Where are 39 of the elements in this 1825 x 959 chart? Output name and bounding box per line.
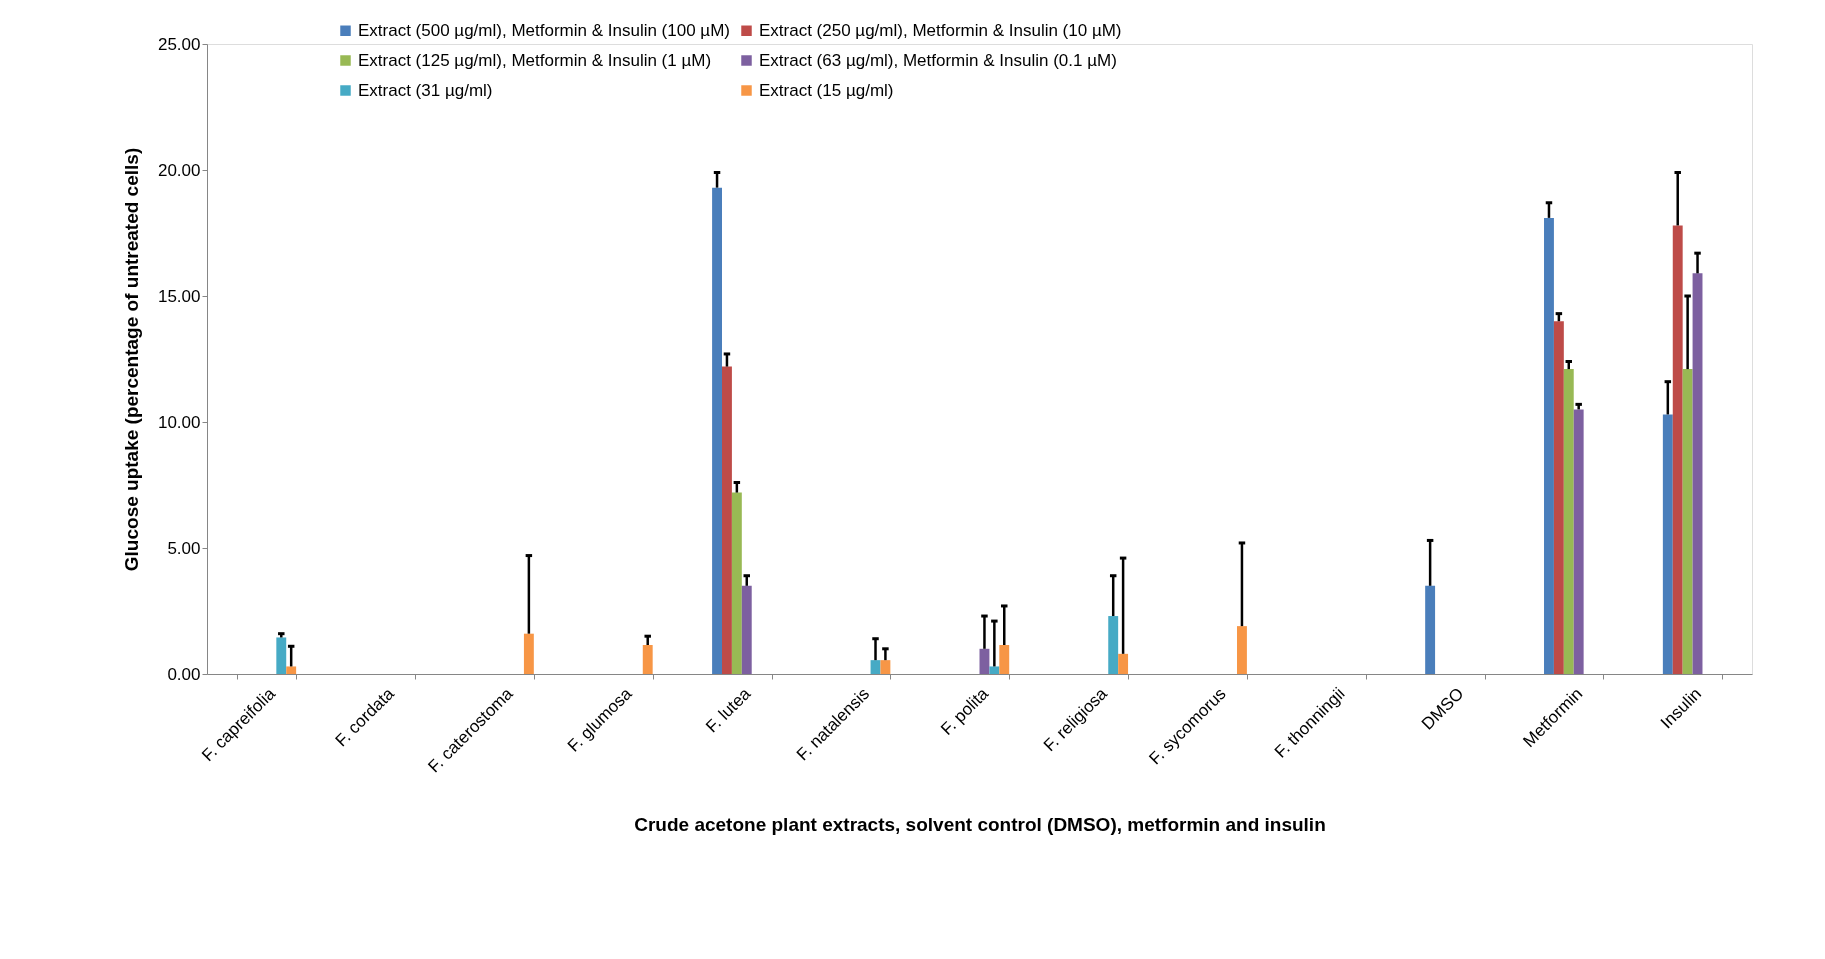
y-tick-label: 20.00 <box>157 160 201 180</box>
bar <box>722 366 732 674</box>
bar <box>642 645 653 674</box>
bar <box>731 492 742 674</box>
bar <box>1573 409 1584 674</box>
x-axis-title: Crude acetone plant extracts, solvent control (DMSO), metformin and insulin <box>634 813 1326 835</box>
bar <box>979 648 990 674</box>
bar <box>999 645 1010 674</box>
bar <box>741 585 752 674</box>
bar <box>1118 653 1129 674</box>
bar <box>712 187 722 674</box>
y-tick-label: 25.00 <box>157 34 201 54</box>
bar <box>1237 626 1247 674</box>
bar <box>523 633 534 674</box>
bar <box>276 637 287 674</box>
y-tick-label: 5.00 <box>167 538 201 558</box>
bar <box>1682 369 1693 674</box>
legend-label: Extract (125 µg/ml), Metformin & Insulin (1 µM) <box>358 50 712 70</box>
bar <box>1563 369 1574 674</box>
bar <box>880 660 891 674</box>
bar <box>1544 217 1554 674</box>
bar <box>989 666 1000 674</box>
y-tick-label: 10.00 <box>157 412 201 432</box>
y-axis-title: Glucose uptake (percentage of untreated cells) <box>120 147 142 572</box>
legend-label: Extract (63 µg/ml), Metformin & Insulin (0.1 µM) <box>759 50 1117 70</box>
y-tick-label: 15.00 <box>157 286 201 306</box>
legend-label: Extract (500 µg/ml), Metformin & Insulin (100 µM) <box>358 20 730 40</box>
bar <box>1425 585 1436 674</box>
bar <box>1108 616 1119 674</box>
legend-label: Extract (250 µg/ml), Metformin & Insulin (10 µM) <box>759 20 1122 40</box>
bar <box>286 666 297 674</box>
bar <box>1672 225 1683 674</box>
legend-label: Extract (15 µg/ml) <box>759 80 894 100</box>
legend-label: Extract (31 µg/ml) <box>358 80 493 100</box>
bar <box>1662 414 1673 674</box>
bar <box>870 660 881 674</box>
bar <box>1692 273 1703 674</box>
bar <box>1553 321 1564 674</box>
y-tick-label: 0.00 <box>167 664 201 684</box>
